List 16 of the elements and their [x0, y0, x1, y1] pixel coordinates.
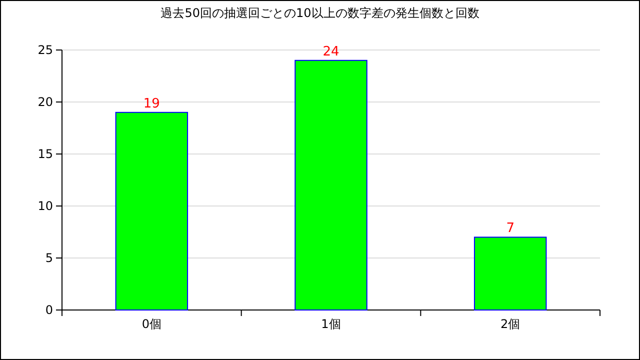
x-tick-label: 2個 — [500, 317, 520, 331]
x-tick-label: 1個 — [321, 317, 341, 331]
y-tick-label: 5 — [45, 250, 53, 265]
y-tick-label: 15 — [38, 146, 53, 161]
x-tick-label: 0個 — [142, 317, 162, 331]
y-tick-label: 10 — [38, 198, 53, 213]
data-label: 24 — [322, 44, 340, 60]
bar — [115, 112, 188, 310]
data-label: 7 — [506, 221, 514, 236]
y-tick-label: 20 — [38, 94, 53, 109]
bar — [474, 236, 547, 310]
y-tick-label: 0 — [45, 302, 53, 317]
bar — [294, 60, 368, 310]
y-tick-label: 25 — [38, 42, 53, 57]
chart-title: 過去50回の抽選回ごとの10以上の数字差の発生個数と回数 — [160, 6, 480, 20]
data-label: 19 — [143, 96, 160, 112]
